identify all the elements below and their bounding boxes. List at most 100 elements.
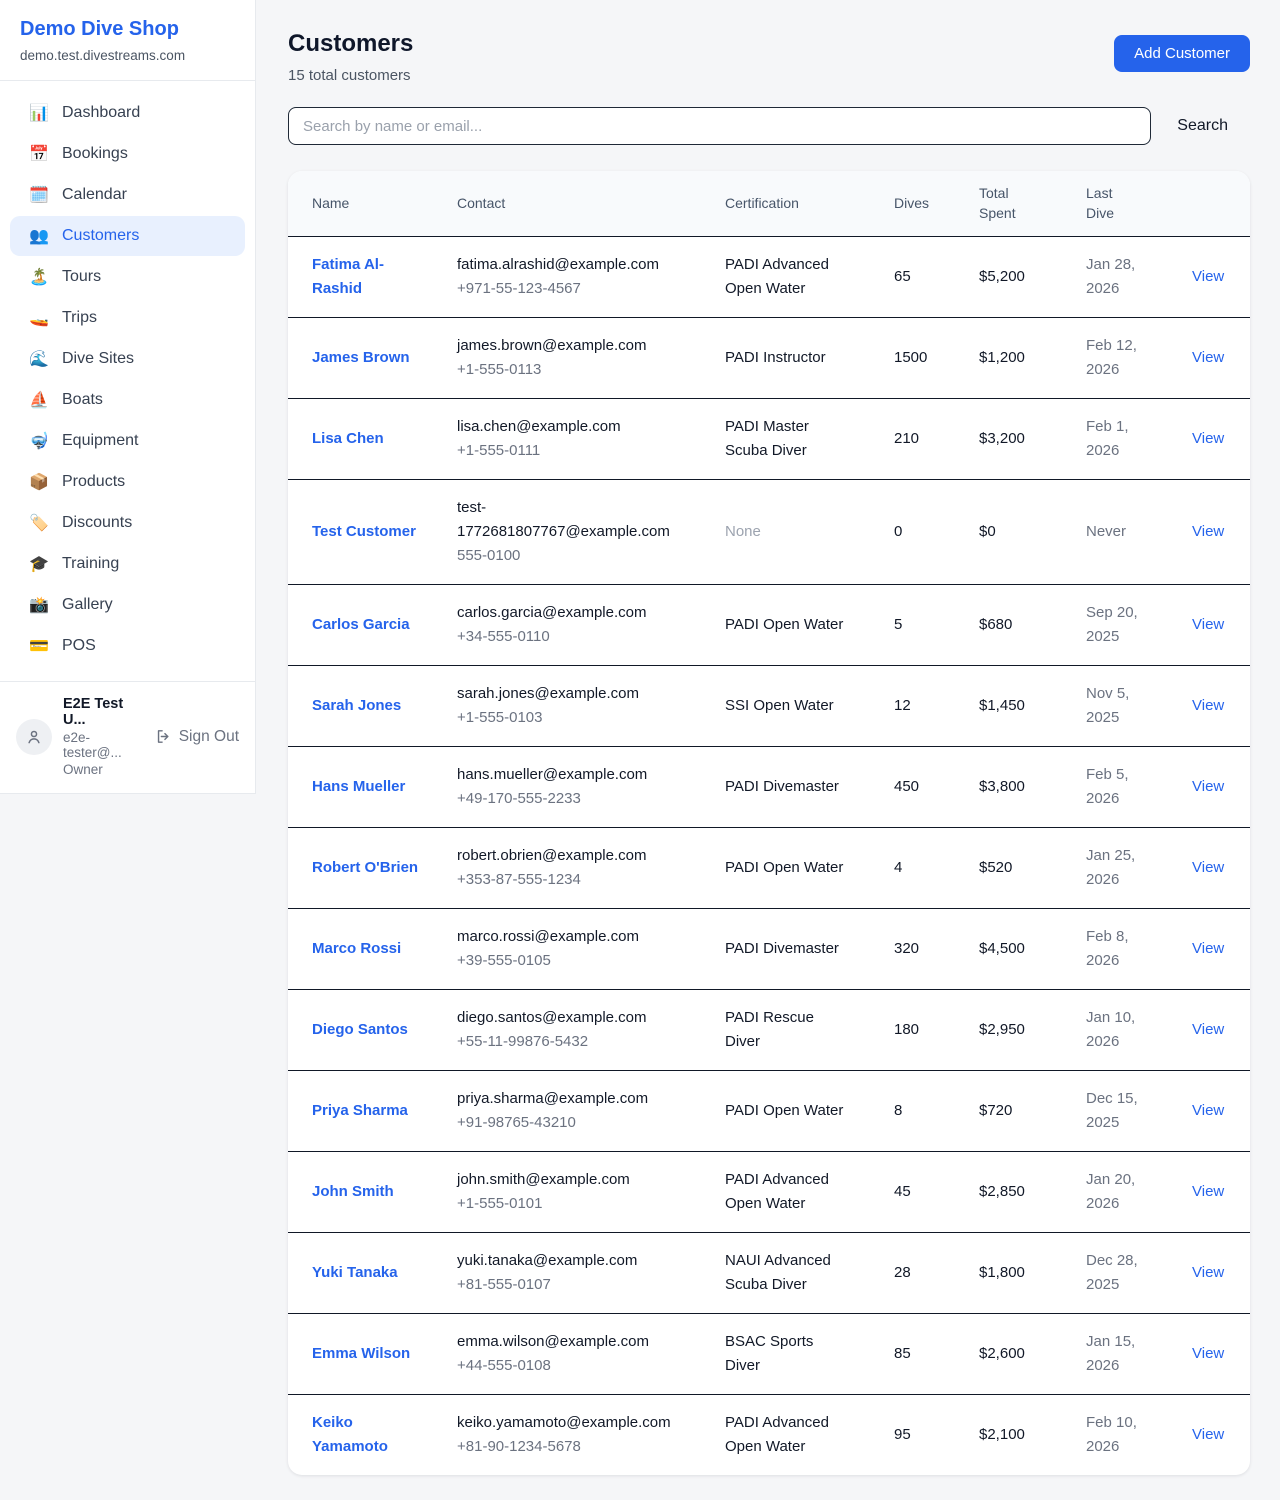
customer-name-link[interactable]: Priya Sharma <box>312 1101 408 1119</box>
sidebar-item-trips[interactable]: 🚤 Trips <box>10 298 245 338</box>
customer-email: keiko.yamamoto@example.com <box>457 1413 671 1431</box>
sidebar-item-equipment[interactable]: 🤿 Equipment <box>10 421 245 461</box>
customer-name-link[interactable]: Yuki Tanaka <box>312 1263 398 1281</box>
customer-total-spent: $1,800 <box>979 1263 1025 1281</box>
customer-name-link[interactable]: John Smith <box>312 1182 394 1200</box>
view-customer-link[interactable]: View <box>1192 1344 1225 1362</box>
people-icon: 👥 <box>29 228 49 245</box>
customer-name-link[interactable]: Lisa Chen <box>312 429 384 447</box>
customer-phone: +1-555-0113 <box>457 360 542 378</box>
view-customer-link[interactable]: View <box>1192 777 1225 795</box>
sidebar-item-bookings[interactable]: 📅 Bookings <box>10 134 245 174</box>
sidebar-item-products[interactable]: 📦 Products <box>10 462 245 502</box>
view-customer-link[interactable]: View <box>1192 1101 1225 1119</box>
view-customer-link[interactable]: View <box>1192 429 1225 447</box>
customer-row: Test Customer test-1772681807767@example… <box>288 480 1250 585</box>
view-customer-link[interactable]: View <box>1192 1263 1225 1281</box>
view-customer-link[interactable]: View <box>1192 696 1225 714</box>
user-role: Owner <box>63 762 103 777</box>
customer-name-link[interactable]: Diego Santos <box>312 1020 408 1038</box>
sidebar-item-label: Equipment <box>62 432 139 449</box>
column-header-dives: Dives <box>894 195 930 212</box>
sidebar-item-label: Calendar <box>62 186 127 203</box>
customer-row: Emma Wilson emma.wilson@example.com +44-… <box>288 1314 1250 1395</box>
sidebar-item-label: Discounts <box>62 514 133 531</box>
customer-name-link[interactable]: Test Customer <box>312 522 416 540</box>
customer-name-link[interactable]: James Brown <box>312 348 410 366</box>
customer-name-link[interactable]: Emma Wilson <box>312 1344 411 1362</box>
sidebar-item-training[interactable]: 🎓 Training <box>10 544 245 584</box>
column-header-name: Name <box>312 195 350 212</box>
sidebar-header: Demo Dive Shop demo.test.divestreams.com <box>0 0 255 81</box>
view-customer-link[interactable]: View <box>1192 522 1225 540</box>
customer-row: Marco Rossi marco.rossi@example.com +39-… <box>288 909 1250 990</box>
person-icon <box>28 730 40 743</box>
sidebar-item-tours[interactable]: 🏝️ Tours <box>10 257 245 297</box>
customer-phone: +81-90-1234-5678 <box>457 1437 581 1455</box>
sidebar-item-boats[interactable]: ⛵ Boats <box>10 380 245 420</box>
sidebar-item-gallery[interactable]: 📸 Gallery <box>10 585 245 625</box>
sidebar-item-label: Trips <box>62 309 97 326</box>
customer-last-dive: Never <box>1086 522 1127 540</box>
camera-icon: 📸 <box>29 597 49 614</box>
customer-total-spent: $0 <box>979 522 996 540</box>
customer-row: Carlos Garcia carlos.garcia@example.com … <box>288 585 1250 666</box>
sidebar-item-label: Dashboard <box>62 104 141 121</box>
sign-out-button[interactable]: Sign Out <box>155 728 239 746</box>
sidebar-nav: 📊 Dashboard 📅 Bookings 🗓️ Calendar 👥 Cus… <box>0 81 255 681</box>
customer-name-link[interactable]: Hans Mueller <box>312 777 406 795</box>
customers-table: Name Contact Certification Dives Total S… <box>288 171 1250 1475</box>
customer-phone: +1-555-0111 <box>457 441 541 459</box>
customer-phone: +91-98765-43210 <box>457 1113 576 1131</box>
customer-email: carlos.garcia@example.com <box>457 603 647 621</box>
logout-icon <box>157 730 169 743</box>
customer-phone: +49-170-555-2233 <box>457 789 581 807</box>
customer-name-link[interactable]: Carlos Garcia <box>312 615 410 633</box>
avatar <box>16 718 52 755</box>
sidebar-item-label: Tours <box>62 268 102 285</box>
customer-name-link[interactable]: Marco Rossi <box>312 939 402 957</box>
customer-dives: 5 <box>894 615 903 633</box>
customer-total-spent: $1,200 <box>979 348 1025 366</box>
sidebar-item-dive-sites[interactable]: 🌊 Dive Sites <box>10 339 245 379</box>
sidebar-item-pos[interactable]: 💳 POS <box>10 626 245 666</box>
view-customer-link[interactable]: View <box>1192 1020 1225 1038</box>
customer-name-link[interactable]: Sarah Jones <box>312 696 402 714</box>
customer-certification: PADI Instructor <box>725 348 826 366</box>
sidebar-item-discounts[interactable]: 🏷️ Discounts <box>10 503 245 543</box>
customer-last-dive: Feb 10, 2026 <box>1086 1413 1137 1455</box>
view-customer-link[interactable]: View <box>1192 348 1225 366</box>
customer-total-spent: $2,100 <box>979 1425 1025 1443</box>
tag-icon: 🏷️ <box>29 515 49 532</box>
view-customer-link[interactable]: View <box>1192 939 1225 957</box>
customer-email: sarah.jones@example.com <box>457 684 639 702</box>
main-header: Customers 15 total customers Add Custome… <box>288 30 1250 84</box>
customer-name-link[interactable]: Robert O'Brien <box>312 858 419 876</box>
customer-total-spent: $2,850 <box>979 1182 1025 1200</box>
customer-name-link[interactable]: Keiko Yamamoto <box>312 1413 388 1455</box>
view-customer-link[interactable]: View <box>1192 615 1225 633</box>
customer-certification: PADI Advanced Open Water <box>725 1170 829 1212</box>
view-customer-link[interactable]: View <box>1192 1182 1225 1200</box>
customer-total-spent: $3,800 <box>979 777 1025 795</box>
customer-row: Keiko Yamamoto keiko.yamamoto@example.co… <box>288 1395 1250 1475</box>
customer-name-link[interactable]: Fatima Al-Rashid <box>312 255 384 297</box>
credit-card-icon: 💳 <box>29 638 49 655</box>
view-customer-link[interactable]: View <box>1192 858 1225 876</box>
view-customer-link[interactable]: View <box>1192 1425 1225 1443</box>
customer-dives: 4 <box>894 858 903 876</box>
sidebar-item-customers[interactable]: 👥 Customers <box>10 216 245 256</box>
customer-certification: PADI Open Water <box>725 1101 844 1119</box>
column-header-total-spent: Total Spent <box>979 185 1016 222</box>
search-input[interactable] <box>288 107 1152 145</box>
user-name: E2E Test U... <box>63 696 124 728</box>
customer-phone: +353-87-555-1234 <box>457 870 581 888</box>
view-customer-link[interactable]: View <box>1192 267 1225 285</box>
sidebar-item-calendar[interactable]: 🗓️ Calendar <box>10 175 245 215</box>
customer-email: emma.wilson@example.com <box>457 1332 649 1350</box>
search-button[interactable]: Search <box>1151 117 1250 135</box>
customer-last-dive: Sep 20, 2025 <box>1086 603 1138 645</box>
add-customer-button[interactable]: Add Customer <box>1114 35 1250 72</box>
customer-last-dive: Dec 28, 2025 <box>1086 1251 1138 1293</box>
sidebar-item-dashboard[interactable]: 📊 Dashboard <box>10 93 245 133</box>
